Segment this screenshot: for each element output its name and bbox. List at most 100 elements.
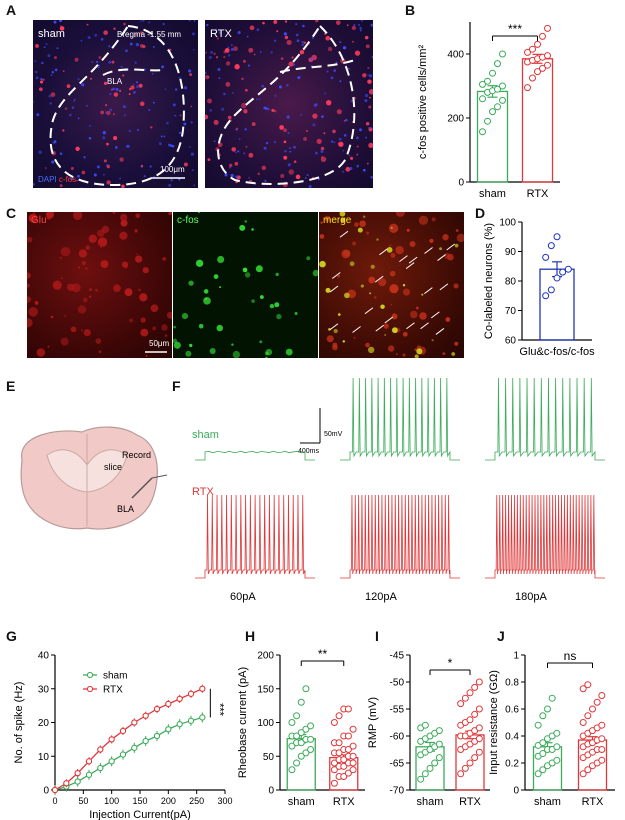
- cell-dot: [108, 60, 112, 64]
- cell-dot: [402, 331, 408, 337]
- arrow-marker: [329, 323, 339, 331]
- cell-dot: [286, 115, 290, 119]
- cell-dot: [374, 296, 377, 299]
- cell-dot: [224, 48, 230, 53]
- x-tick-label: Glu&c-fos/c-fos: [519, 346, 595, 358]
- merge-label: merge: [323, 215, 352, 226]
- cell-dot: [337, 274, 341, 278]
- data-point: [293, 732, 301, 740]
- cell-dot: [183, 122, 187, 126]
- cell-dot: [188, 146, 191, 148]
- cell-dot: [59, 26, 65, 31]
- chart-j: 0 0.2 0.4 0.6 0.8 1 Input resistance (GΩ) sham R…: [488, 649, 615, 808]
- cell-dot: [333, 141, 336, 144]
- cell-dot: [217, 67, 221, 72]
- data-point: [553, 729, 561, 737]
- cell-dot: [296, 39, 300, 43]
- cell-dot: [262, 21, 265, 25]
- cell-dot: [273, 19, 278, 24]
- cell-dot: [255, 265, 263, 273]
- data-point: [431, 759, 439, 767]
- cell-dot: [365, 342, 370, 348]
- cell-dot: [274, 39, 277, 42]
- data-point: [544, 24, 551, 32]
- cell-dot: [161, 324, 168, 331]
- cell-dot: [160, 135, 163, 138]
- cell-dot: [349, 167, 353, 170]
- cell-dot: [416, 348, 423, 355]
- cell-dot: [124, 49, 129, 53]
- legend-marker: [86, 685, 94, 693]
- cell-dot: [342, 149, 345, 152]
- cell-dot: [100, 37, 104, 41]
- cell-dot: [120, 65, 123, 68]
- sham-trace-label: sham: [192, 429, 219, 441]
- cell-dot: [339, 210, 346, 217]
- cell-dot: [66, 84, 71, 89]
- cell-dot: [283, 155, 288, 160]
- cell-dot: [80, 39, 83, 42]
- cell-dot: [140, 20, 142, 23]
- cell-dot: [115, 87, 119, 92]
- data-point: [435, 740, 443, 748]
- cell-dot: [339, 41, 342, 44]
- cell-dot: [60, 246, 71, 257]
- scale-label: 100μm: [160, 165, 185, 174]
- cell-dot: [431, 217, 436, 222]
- y-axis-title: RMP (mV): [367, 697, 379, 748]
- series-point: [108, 736, 115, 743]
- series-point: [85, 771, 93, 778]
- cell-dot: [129, 42, 133, 46]
- cell-dot: [259, 51, 262, 54]
- data-point: [479, 95, 486, 103]
- cell-dot: [454, 341, 459, 346]
- cell-dot: [102, 136, 106, 140]
- cell-dot: [100, 110, 105, 115]
- scale-label-c: 50μm: [149, 339, 170, 348]
- y-axis-title: Input resistance (GΩ): [488, 670, 500, 775]
- y-axis-title: No. of spike (Hz): [13, 682, 25, 764]
- cell-dot: [70, 166, 74, 171]
- legend-marker: [86, 671, 94, 679]
- cell-dot: [384, 334, 387, 336]
- series-point: [153, 732, 161, 740]
- data-point: [466, 759, 474, 767]
- cell-dot: [88, 295, 92, 298]
- cell-dot: [178, 131, 182, 135]
- y-tick-label: -60: [390, 732, 405, 743]
- cell-dot: [23, 318, 33, 328]
- data-point: [461, 694, 469, 702]
- cell-dot: [139, 31, 144, 35]
- arrow-marker: [339, 230, 349, 238]
- significance-label: ***: [213, 703, 225, 717]
- cell-dot: [390, 303, 393, 306]
- y-tick-label: 80: [505, 277, 517, 288]
- cell-dot: [295, 23, 298, 26]
- data-point: [349, 742, 357, 750]
- cell-dot: [185, 350, 192, 357]
- cell-dot: [149, 165, 152, 168]
- cell-dot: [35, 44, 39, 48]
- cell-dot: [24, 272, 31, 279]
- series-point: [97, 764, 104, 772]
- cell-dot: [71, 178, 74, 181]
- panel-label-d: D: [475, 205, 486, 221]
- cell-dot: [261, 84, 265, 88]
- arrow-marker: [364, 307, 374, 315]
- cell-dot: [225, 61, 231, 66]
- cell-dot: [231, 343, 234, 346]
- cell-dot: [346, 24, 349, 27]
- arrow-marker: [446, 243, 455, 251]
- significance-label: **: [318, 647, 328, 661]
- y-tick-label: 0.8: [505, 678, 519, 689]
- data-point: [548, 694, 556, 702]
- cell-dot: [303, 136, 308, 141]
- cell-dot: [113, 284, 121, 293]
- cell-dot: [59, 256, 63, 260]
- cell-dot: [169, 144, 173, 147]
- data-point: [499, 82, 506, 90]
- cell-dot: [208, 55, 212, 60]
- data-point: [335, 739, 343, 747]
- data-point: [297, 729, 305, 737]
- data-point: [539, 739, 547, 747]
